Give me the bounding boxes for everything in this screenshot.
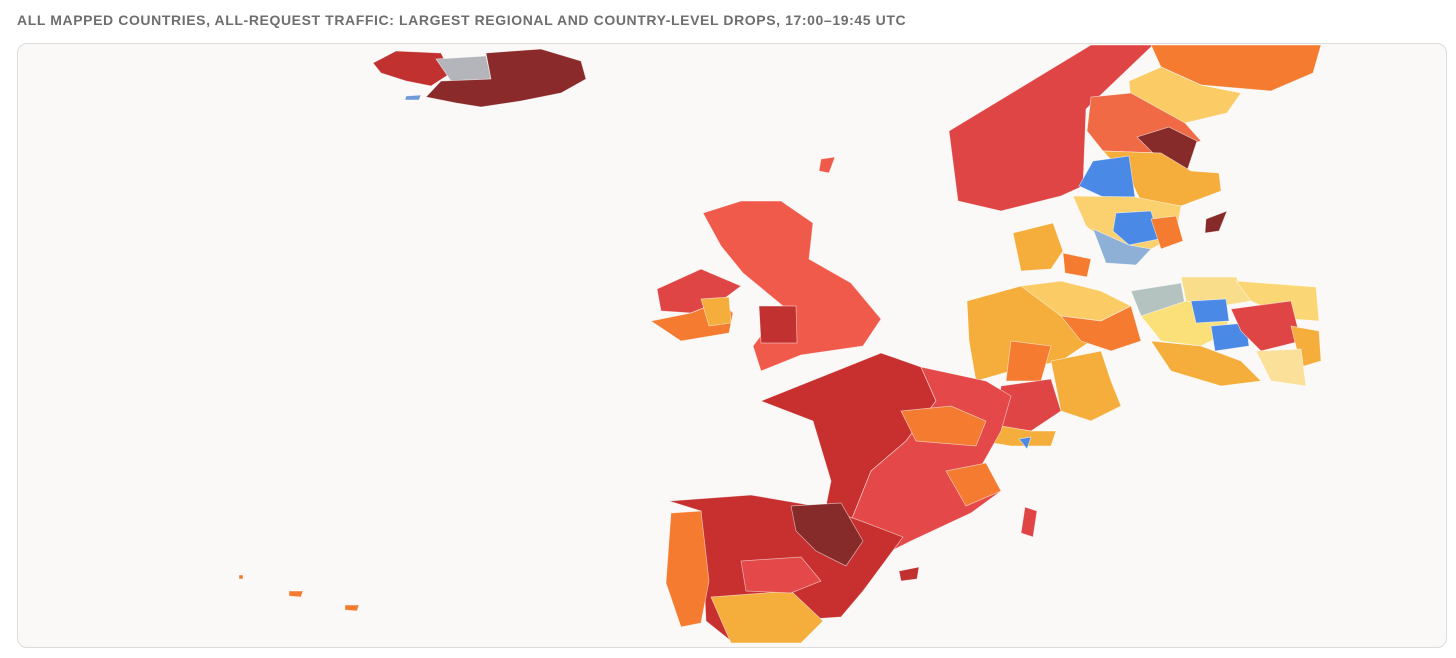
region [1102, 150, 1222, 207]
region [702, 200, 882, 372]
region [1150, 340, 1262, 387]
region [898, 566, 920, 582]
region [1092, 228, 1152, 266]
region [344, 604, 360, 612]
region [1150, 215, 1184, 250]
region [1062, 252, 1092, 278]
region [1230, 300, 1302, 352]
region [1012, 222, 1064, 272]
region [1050, 350, 1122, 422]
map [238, 44, 1322, 644]
region [1180, 276, 1252, 307]
region [1210, 322, 1250, 352]
region [818, 156, 836, 174]
region [1204, 210, 1228, 234]
region [665, 510, 710, 628]
region [404, 94, 422, 101]
region [425, 48, 587, 108]
region [1020, 506, 1038, 538]
region [1255, 348, 1307, 387]
region [288, 590, 304, 598]
region [700, 296, 732, 327]
region [758, 305, 798, 344]
region [740, 556, 822, 594]
region [238, 574, 244, 580]
region [372, 50, 452, 87]
region [1235, 280, 1320, 322]
region [1060, 305, 1142, 352]
map-title: ALL MAPPED COUNTRIES, ALL-REQUEST TRAFFI… [17, 12, 907, 28]
region [790, 502, 864, 567]
region [1078, 155, 1136, 198]
region [945, 462, 1002, 507]
map-card [17, 43, 1447, 648]
region [900, 405, 987, 447]
region [1112, 210, 1160, 246]
region [1190, 298, 1230, 324]
region [1018, 436, 1032, 450]
region [1005, 340, 1052, 382]
